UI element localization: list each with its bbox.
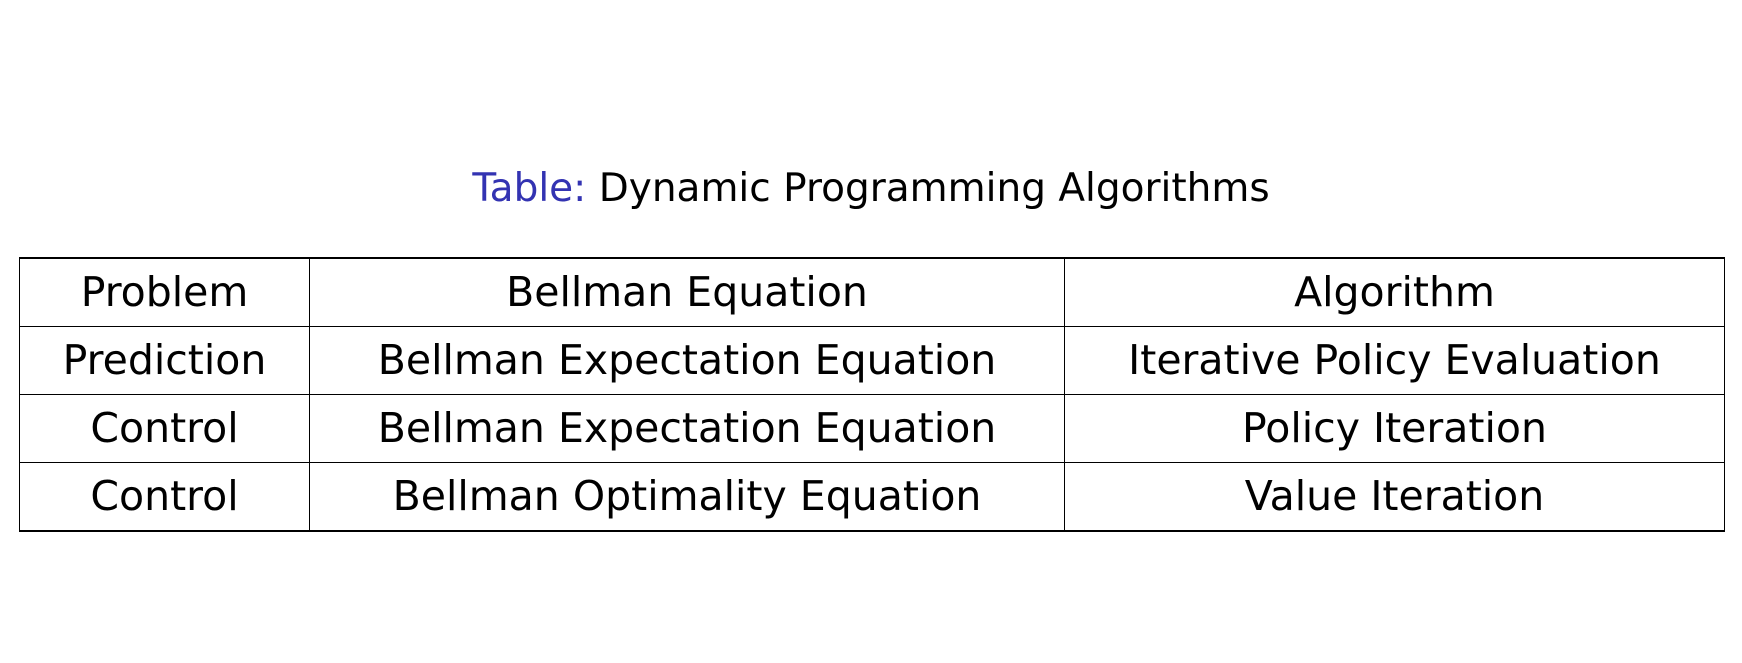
table-row: Control Bellman Optimality Equation Valu… xyxy=(19,462,1725,532)
table-row: Control Bellman Expectation Equation Pol… xyxy=(19,394,1725,463)
dp-algorithms-table: Problem Bellman Equation Algorithm Predi… xyxy=(19,257,1725,532)
table-cell: Bellman Expectation Equation xyxy=(309,326,1065,395)
table-caption: Table: Dynamic Programming Algorithms xyxy=(0,164,1742,214)
caption-text: Dynamic Programming Algorithms xyxy=(598,166,1270,211)
table-cell: Policy Iteration xyxy=(1064,394,1725,463)
table-header-row: Problem Bellman Equation Algorithm xyxy=(19,257,1725,327)
header-cell: Problem xyxy=(19,257,310,327)
table-cell: Bellman Expectation Equation xyxy=(309,394,1065,463)
table-cell: Iterative Policy Evaluation xyxy=(1064,326,1725,395)
caption-label: Table: xyxy=(472,166,587,211)
header-cell: Algorithm xyxy=(1064,257,1725,327)
table-cell: Control xyxy=(19,394,310,463)
table-cell: Value Iteration xyxy=(1064,462,1725,532)
table-cell: Prediction xyxy=(19,326,310,395)
table-cell: Control xyxy=(19,462,310,532)
table-row: Prediction Bellman Expectation Equation … xyxy=(19,326,1725,395)
header-cell: Bellman Equation xyxy=(309,257,1065,327)
table-cell: Bellman Optimality Equation xyxy=(309,462,1065,532)
